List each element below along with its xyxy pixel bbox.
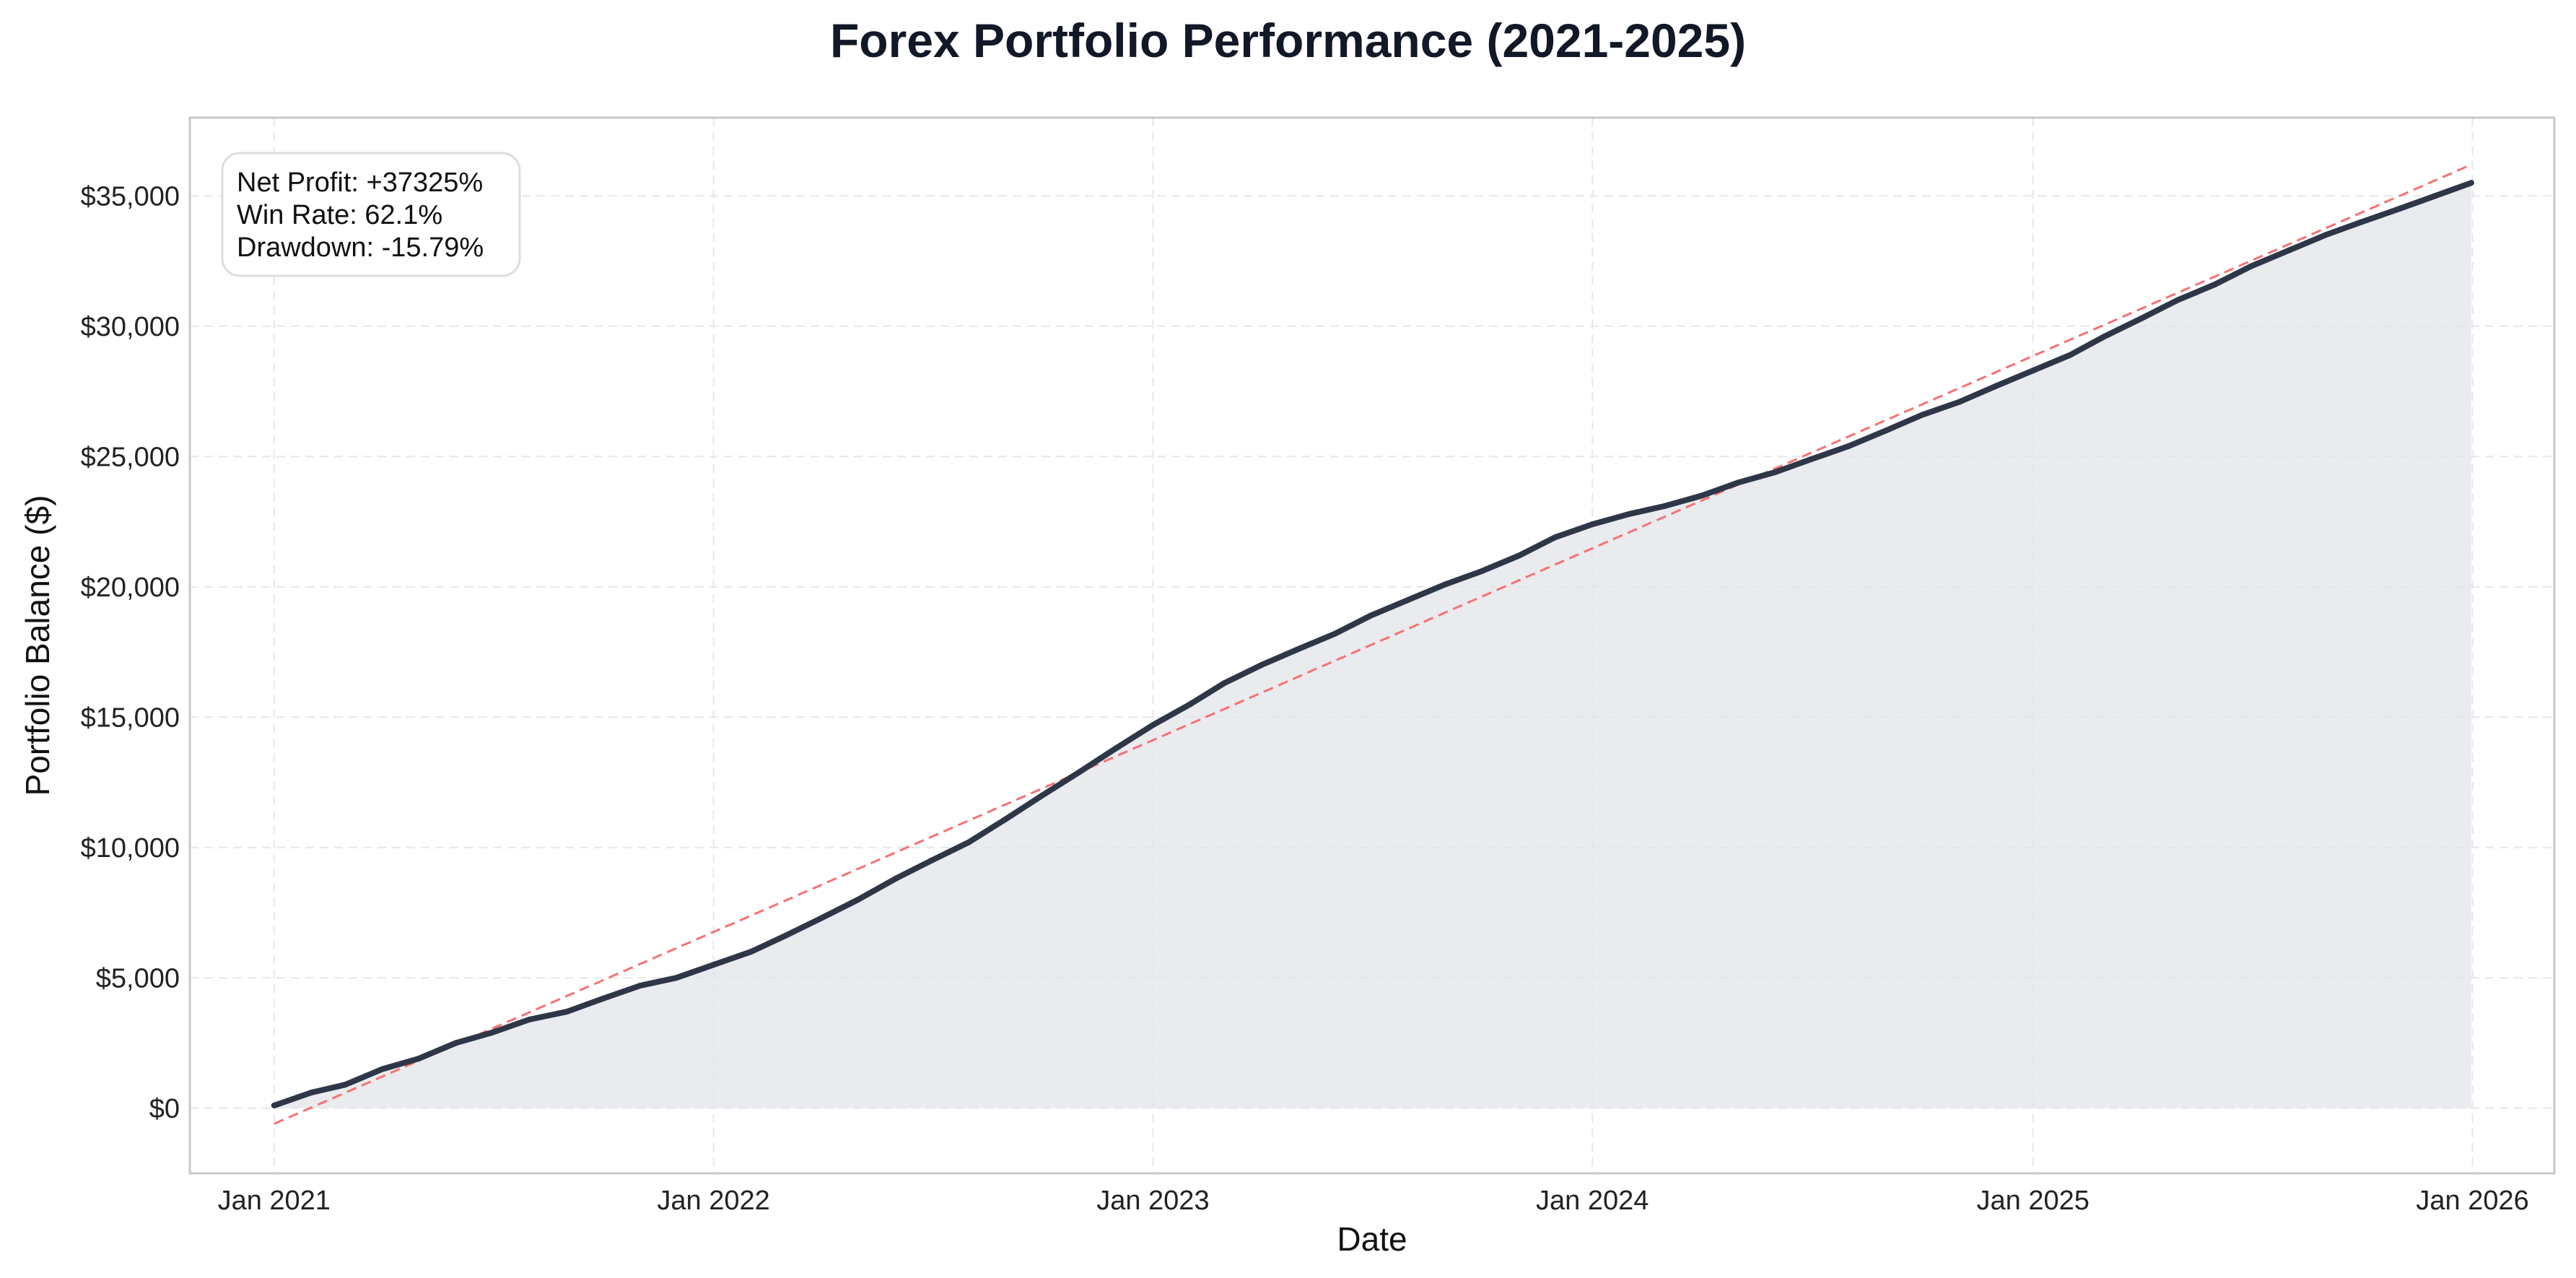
balance-point xyxy=(342,1082,349,1088)
balance-point xyxy=(1405,596,1411,603)
balance-point xyxy=(1150,722,1156,729)
balance-point xyxy=(1516,552,1522,559)
plot-frame xyxy=(188,116,2556,1175)
balance-point xyxy=(2101,334,2108,340)
x-tick-label: Jan 2026 xyxy=(2416,1186,2528,1216)
balance-point xyxy=(308,1090,315,1096)
balance-point xyxy=(1957,399,1962,405)
balance-points xyxy=(271,180,2474,1109)
balance-point xyxy=(2285,248,2292,254)
balance-point xyxy=(271,1103,277,1109)
stats-net-profit: Net Profit: +37325% xyxy=(237,168,483,198)
balance-point xyxy=(1039,792,1045,799)
y-tick-label: $15,000 xyxy=(81,703,180,733)
balance-point xyxy=(489,1030,495,1036)
balance-point xyxy=(1258,662,1265,669)
x-axis-label: Date xyxy=(1337,1220,1407,1258)
balance-point xyxy=(2359,219,2365,225)
balance-point xyxy=(1772,469,1778,475)
balance-point xyxy=(1003,816,1009,822)
balance-point xyxy=(1699,492,1705,499)
balance-point xyxy=(928,857,935,864)
balance-point xyxy=(748,949,754,955)
balance-point xyxy=(673,975,679,981)
y-tick-label: $5,000 xyxy=(96,963,180,994)
stats-box: Net Profit: +37325% Win Rate: 62.1% Draw… xyxy=(221,152,521,277)
balance-point xyxy=(2396,206,2402,212)
y-tick-label: $25,000 xyxy=(81,442,180,472)
y-axis-label: Portfolio Balance ($) xyxy=(19,495,56,796)
balance-point xyxy=(2248,263,2254,269)
balance-point xyxy=(2138,316,2144,321)
balance-point xyxy=(2174,297,2180,303)
balance-point xyxy=(1993,383,1999,389)
balance-point xyxy=(1478,568,1485,575)
balance-area-fill xyxy=(274,183,2471,1108)
balance-point xyxy=(2432,193,2438,199)
balance-point xyxy=(526,1017,533,1022)
balance-point xyxy=(1112,745,1119,752)
trend-line xyxy=(274,163,2472,1125)
balance-point xyxy=(782,933,787,939)
x-axis-ticks: Jan 2021 Jan 2022 Jan 2023 Jan 2024 Jan 2025… xyxy=(218,1186,2529,1216)
balance-point xyxy=(1808,456,1815,462)
x-tick-label: Jan 2023 xyxy=(1096,1186,1209,1216)
balance-point xyxy=(1294,646,1301,653)
y-tick-label: $0 xyxy=(149,1094,180,1124)
balance-point xyxy=(1368,612,1374,619)
y-tick-label: $35,000 xyxy=(81,181,180,212)
balance-point xyxy=(379,1066,385,1072)
balance-point xyxy=(600,996,606,1002)
balance-point xyxy=(1627,510,1633,517)
x-tick-label: Jan 2024 xyxy=(1536,1186,1649,1216)
balance-point xyxy=(1662,503,1668,509)
balance-point xyxy=(2212,282,2218,287)
stats-box-frame xyxy=(221,152,521,277)
balance-point xyxy=(2468,180,2474,186)
y-tick-label: $30,000 xyxy=(81,312,180,342)
balance-point xyxy=(1883,427,1890,434)
balance-point xyxy=(564,1009,570,1015)
balance-point xyxy=(415,1056,422,1062)
balance-point xyxy=(1076,769,1083,775)
balance-point xyxy=(710,962,717,968)
balance-point xyxy=(2323,232,2329,238)
balance-point xyxy=(1221,680,1227,687)
balance-point xyxy=(818,915,825,921)
x-tick-label: Jan 2025 xyxy=(1977,1186,2090,1216)
y-tick-label: $20,000 xyxy=(81,573,180,603)
x-tick-label: Jan 2022 xyxy=(657,1186,769,1216)
balance-point xyxy=(1332,630,1338,637)
y-axis-ticks: $0 $5,000 $10,000 $15,000 $20,000 $25,000 $30,… xyxy=(81,181,180,1123)
balance-point xyxy=(855,897,861,903)
stats-drawdown: Drawdown: -15.79% xyxy=(237,232,484,263)
stats-win-rate: Win Rate: 62.1% xyxy=(237,200,442,230)
balance-point xyxy=(892,876,899,882)
balance-point xyxy=(1846,443,1852,449)
y-tick-label: $10,000 xyxy=(81,833,180,864)
balance-point xyxy=(453,1040,459,1046)
balance-point xyxy=(1919,412,1926,418)
balance-point xyxy=(1442,581,1449,588)
balance-point xyxy=(1187,701,1194,708)
balance-point xyxy=(1589,521,1596,528)
balance-point xyxy=(966,839,972,846)
chart-title: Forex Portfolio Performance (2021-2025) xyxy=(829,14,1747,67)
balance-point xyxy=(637,983,643,989)
balance-point xyxy=(2067,352,2074,358)
balance-point xyxy=(2030,368,2036,374)
balance-point xyxy=(1552,534,1558,541)
balance-point xyxy=(1735,479,1742,486)
x-tick-label: Jan 2021 xyxy=(218,1186,331,1216)
